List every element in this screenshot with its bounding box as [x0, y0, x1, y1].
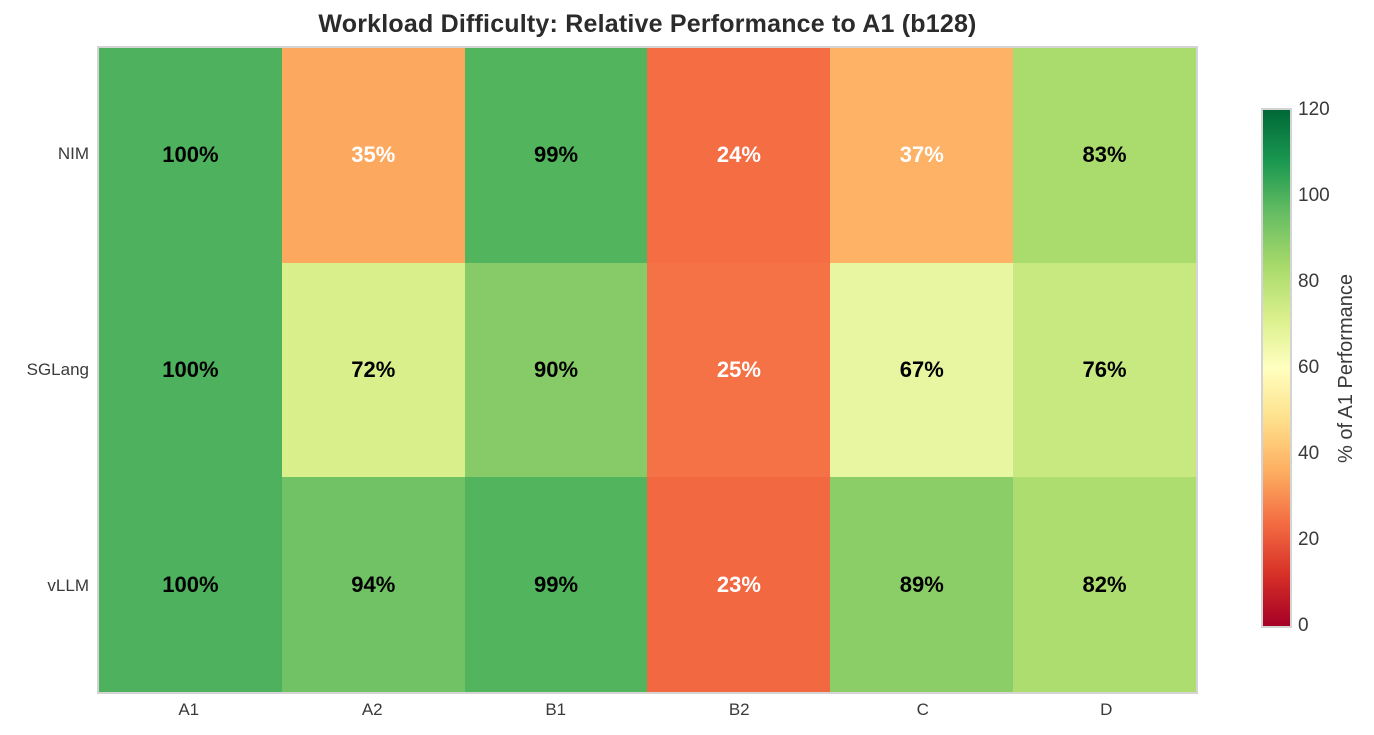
heatmap-cell: 76% [1013, 262, 1196, 478]
colorbar [1261, 108, 1292, 628]
heatmap-cell: 35% [281, 48, 465, 263]
x-axis-tick-label: A1 [178, 700, 200, 719]
colorbar-tick-label: 20 [1298, 529, 1320, 550]
y-axis-tick-label: NIM [57, 144, 89, 163]
colorbar-tick-label: 40 [1298, 443, 1320, 464]
heatmap-cell: 72% [281, 262, 465, 478]
x-axis-tick-label: C [916, 700, 929, 719]
x-axis-tick-label: B2 [728, 700, 750, 719]
colorbar-tick-label: 100 [1298, 185, 1330, 206]
heatmap-cell: 99% [464, 48, 648, 263]
colorbar-axis-label: % of A1 Performance [1324, 110, 1368, 626]
heatmap-cell: 99% [464, 477, 648, 692]
x-axis-tick-label: D [1100, 700, 1113, 719]
heatmap: 100% 35% 99% 24% 37% 83% 100% 72% 90% 25% 67% 76% 10… [97, 46, 1198, 694]
heatmap-cell: 24% [647, 48, 831, 263]
heatmap-cell: 89% [830, 477, 1014, 692]
heatmap-cell: 23% [647, 477, 831, 692]
y-axis-labels: NIM SGLang vLLM [0, 46, 89, 694]
colorbar-tick-label: 60 [1298, 357, 1320, 378]
heatmap-cell: 100% [99, 262, 282, 478]
y-axis-tick-label: vLLM [47, 576, 89, 595]
heatmap-cell: 82% [1013, 477, 1196, 692]
heatmap-cell: 25% [647, 262, 831, 478]
x-axis-tick-label: A2 [361, 700, 383, 719]
x-axis-labels: A1 A2 B1 B2 C D [97, 700, 1198, 720]
y-axis-tick-label: SGLang [26, 360, 89, 379]
chart-title: Workload Difficulty: Relative Performanc… [318, 10, 977, 38]
colorbar-tick-label: 120 [1298, 99, 1330, 120]
colorbar-tick-label: 0 [1298, 615, 1309, 636]
heatmap-cell: 90% [464, 262, 648, 478]
heatmap-cell: 100% [99, 48, 282, 263]
heatmap-cell: 67% [830, 262, 1014, 478]
colorbar-ticks: 0 20 40 60 80 100 120 [1298, 99, 1348, 636]
colorbar-axis-label-text: % of A1 Performance [1334, 273, 1357, 463]
heatmap-cell: 83% [1013, 48, 1196, 263]
heatmap-cell: 100% [99, 477, 282, 692]
colorbar-tick-label: 80 [1298, 271, 1320, 292]
x-axis-tick-label: B1 [545, 700, 567, 719]
heatmap-cell: 37% [830, 48, 1014, 263]
heatmap-cell: 94% [281, 477, 465, 692]
